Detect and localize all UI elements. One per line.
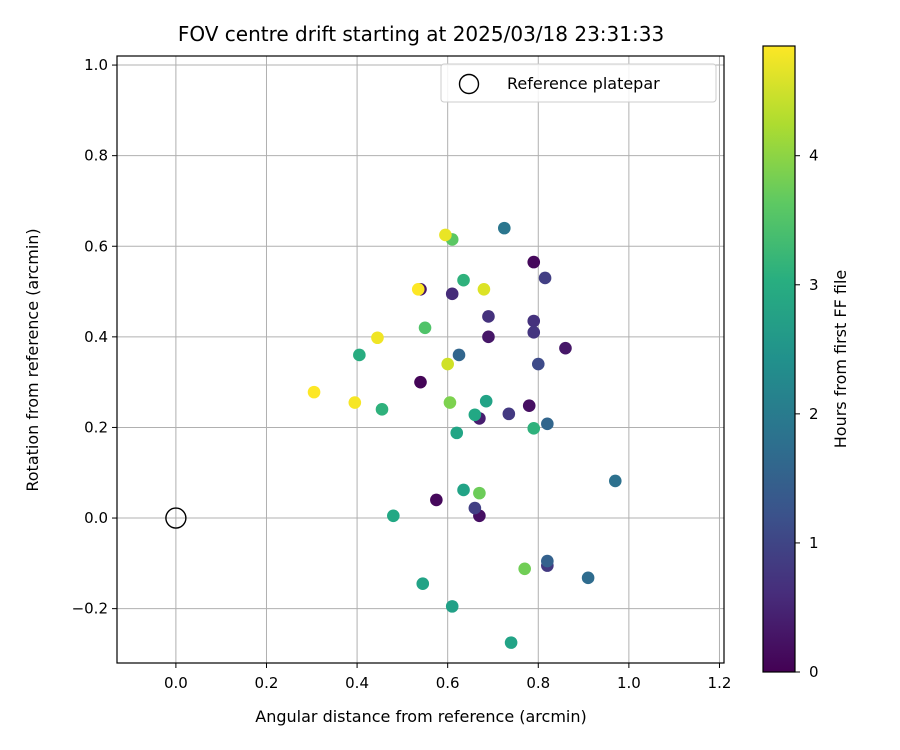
data-point	[445, 287, 459, 301]
data-point	[443, 396, 457, 409]
data-point	[452, 348, 466, 362]
data-point	[348, 396, 362, 409]
colorbar-gradient	[762, 45, 796, 673]
x-axis-ticks: 0.0 0.2 0.4 0.6 0.8 1.0 1.2	[164, 663, 731, 692]
y-axis-label: Rotation from reference (arcmin)	[23, 228, 42, 491]
legend-marker-open-circle	[458, 73, 480, 95]
legend-label: Reference platepar	[507, 74, 660, 93]
y-tick-label: 0.4	[84, 328, 108, 346]
data-point	[608, 474, 622, 488]
y-tick-label: 0.0	[84, 509, 108, 527]
data-point	[541, 554, 554, 568]
x-tick-label: 0.0	[164, 674, 188, 692]
colorbar-label: Hours from first FF file	[831, 270, 850, 449]
y-tick-label: −0.2	[72, 600, 108, 618]
data-point	[416, 577, 430, 591]
plot-frame	[116, 55, 725, 664]
colorbar: 0 1 2 3 4 Hours from first FF file	[762, 45, 850, 681]
data-point	[482, 330, 495, 344]
colorbar-tick-label: 3	[809, 276, 819, 294]
x-tick-label: 0.8	[526, 674, 550, 692]
data-point	[414, 375, 427, 389]
data-point	[411, 282, 425, 296]
data-point	[522, 399, 536, 413]
colorbar-ticks: 0 1 2 3 4	[795, 147, 819, 681]
y-tick-label: 0.8	[84, 147, 108, 165]
data-point	[527, 422, 541, 435]
colorbar-tick-label: 4	[809, 147, 819, 165]
data-point	[541, 417, 554, 431]
data-point	[559, 341, 572, 355]
data-point	[482, 310, 495, 323]
data-points	[307, 221, 622, 649]
x-axis-label: Angular distance from reference (arcmin)	[255, 707, 586, 726]
data-point	[430, 493, 443, 507]
legend-box	[440, 63, 717, 103]
data-point	[371, 331, 384, 345]
data-point	[527, 326, 541, 339]
chart-title: FOV centre drift starting at 2025/03/18 …	[178, 22, 664, 46]
data-point	[445, 600, 459, 613]
x-tick-label: 1.0	[617, 674, 641, 692]
data-point	[527, 255, 541, 269]
data-point	[477, 282, 491, 296]
data-point	[353, 348, 366, 362]
data-point	[538, 271, 552, 285]
data-point	[441, 357, 454, 371]
colorbar-tick-label: 1	[809, 534, 819, 552]
data-point	[307, 385, 321, 399]
data-point	[457, 483, 470, 497]
data-point	[527, 314, 541, 328]
data-point	[418, 321, 432, 335]
data-point	[439, 228, 452, 242]
data-point	[468, 501, 482, 515]
data-point	[531, 357, 545, 371]
y-tick-label: 0.2	[84, 418, 108, 436]
data-point	[518, 562, 531, 576]
reference-marker	[165, 507, 187, 529]
reference-platepar-point	[165, 507, 187, 529]
y-tick-label: 0.6	[84, 237, 108, 255]
data-point	[457, 273, 470, 287]
data-point	[502, 407, 516, 421]
y-axis-ticks: −0.2 0.0 0.2 0.4 0.6 0.8 1.0	[72, 56, 117, 618]
y-tick-label: 1.0	[84, 56, 108, 74]
data-point	[450, 426, 464, 440]
x-tick-label: 0.4	[345, 674, 369, 692]
data-point	[479, 394, 493, 408]
data-point	[387, 509, 400, 523]
data-point	[473, 486, 486, 500]
data-point	[375, 403, 389, 416]
data-point	[581, 571, 595, 585]
colorbar-tick-label: 0	[809, 663, 819, 681]
data-point	[498, 221, 511, 235]
x-tick-label: 0.2	[255, 674, 279, 692]
data-point	[468, 408, 482, 422]
x-tick-label: 0.6	[436, 674, 460, 692]
x-tick-label: 1.2	[708, 674, 732, 692]
data-point	[504, 636, 518, 649]
colorbar-tick-label: 2	[809, 405, 819, 423]
legend: Reference platepar	[440, 63, 717, 103]
